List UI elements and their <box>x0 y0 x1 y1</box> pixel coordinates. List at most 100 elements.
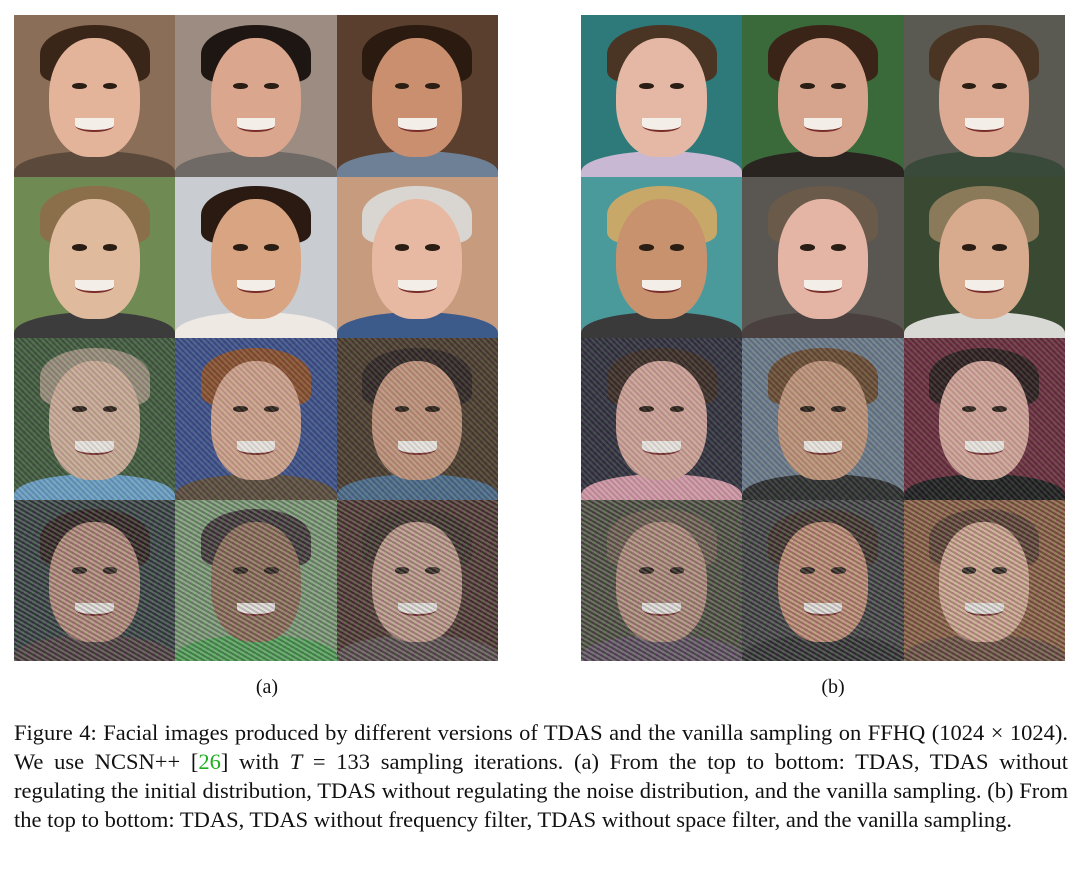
face <box>210 522 302 642</box>
right-eye <box>425 567 440 574</box>
subfigure-label-a: (a) <box>255 676 279 698</box>
left-eye <box>72 405 87 413</box>
shoulders <box>581 473 743 500</box>
hair <box>606 347 717 406</box>
smile <box>964 279 1004 294</box>
face <box>49 360 140 481</box>
smile <box>803 118 843 132</box>
hair <box>768 509 878 568</box>
right-eye <box>264 405 279 413</box>
shoulders <box>336 473 498 500</box>
smile <box>642 118 682 132</box>
face <box>777 37 869 158</box>
face <box>372 522 463 642</box>
smile <box>75 602 115 617</box>
left-eye <box>72 567 87 574</box>
face-image <box>581 176 743 338</box>
shoulders <box>14 473 176 500</box>
face <box>210 199 302 319</box>
face <box>210 360 302 481</box>
face-image <box>903 15 1065 177</box>
right-eye <box>425 405 440 413</box>
smile <box>964 602 1004 617</box>
face <box>777 199 869 319</box>
figure-label: Figure 4: <box>14 720 97 745</box>
right-eye <box>669 244 685 251</box>
face-image <box>336 15 498 177</box>
face-image <box>175 338 337 500</box>
left-eye <box>800 567 815 574</box>
face-image <box>14 176 176 338</box>
right-eye <box>831 405 846 413</box>
smile <box>803 441 843 455</box>
shoulders <box>175 473 337 500</box>
face <box>616 360 707 481</box>
hair <box>768 347 878 406</box>
hair <box>362 509 473 568</box>
face-image <box>175 176 337 338</box>
face <box>49 199 140 319</box>
face-image <box>581 15 743 177</box>
left-eye <box>394 405 410 413</box>
right-eye <box>831 82 846 90</box>
left-eye <box>394 82 410 90</box>
face-image <box>903 176 1065 338</box>
face-image <box>14 338 176 500</box>
face-image <box>336 176 498 338</box>
left-eye <box>394 244 410 251</box>
face-image <box>742 176 904 338</box>
right-eye <box>264 567 279 574</box>
smile <box>397 279 437 294</box>
subfigure-label-b: (b) <box>821 676 845 698</box>
hair <box>929 509 1040 568</box>
right-eye <box>102 405 118 413</box>
left-eye <box>639 82 654 90</box>
face <box>939 522 1030 642</box>
face-image <box>742 338 904 500</box>
shoulders <box>742 473 904 500</box>
face <box>210 37 302 158</box>
smile <box>397 118 437 132</box>
face <box>49 522 140 642</box>
face <box>939 199 1030 319</box>
left-eye <box>72 82 87 90</box>
hair <box>201 509 311 568</box>
hair <box>362 347 473 406</box>
shoulders <box>14 635 176 661</box>
face-image <box>14 15 176 177</box>
face <box>372 360 463 481</box>
face <box>372 199 463 319</box>
left-eye <box>233 82 248 90</box>
left-eye <box>639 244 654 251</box>
figure-caption: Figure 4: Facial images produced by diff… <box>14 718 1068 834</box>
right-eye <box>831 244 846 251</box>
smile <box>236 602 276 617</box>
face <box>616 199 707 319</box>
smile <box>803 602 843 617</box>
right-eye <box>264 82 279 90</box>
right-eye <box>831 567 846 574</box>
face-image <box>742 499 904 661</box>
left-eye <box>961 244 977 251</box>
right-eye <box>102 567 118 574</box>
hair <box>39 347 150 406</box>
shoulders <box>742 635 904 661</box>
variable-t: T <box>289 749 303 774</box>
smile <box>964 441 1004 455</box>
smile <box>642 602 682 617</box>
citation-link[interactable]: 26 <box>198 749 221 774</box>
left-eye <box>639 567 654 574</box>
hair <box>606 509 717 568</box>
right-eye <box>669 567 685 574</box>
face <box>939 360 1030 481</box>
smile <box>397 441 437 455</box>
left-eye <box>72 244 87 251</box>
caption-text-1: Facial images produced by different vers… <box>14 720 1068 774</box>
left-eye <box>961 567 977 574</box>
shoulders <box>581 635 743 661</box>
face-image <box>175 499 337 661</box>
right-eye <box>992 405 1007 413</box>
face-image <box>742 15 904 177</box>
shoulders <box>903 635 1065 661</box>
image-grid-a <box>14 15 498 661</box>
